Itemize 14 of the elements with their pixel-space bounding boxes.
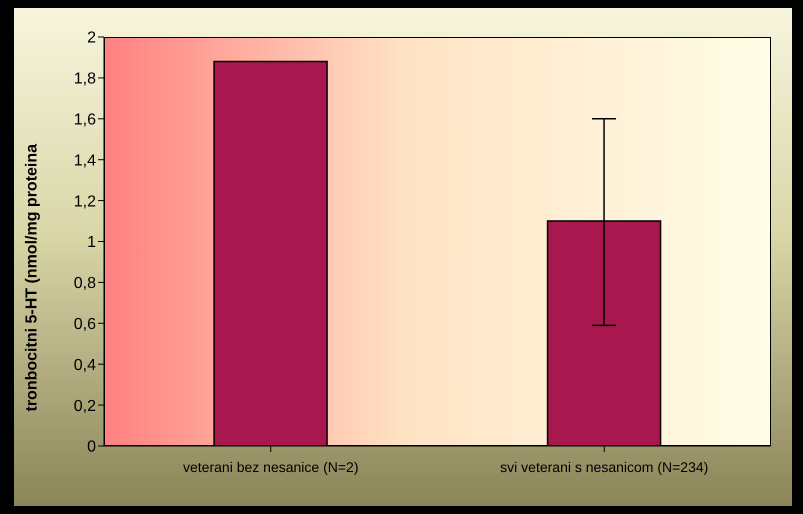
y-tick-label: 0,6 (74, 316, 96, 333)
y-tick-label: 0,8 (74, 275, 96, 292)
x-tick-label: veterani bez nesanice (N=2) (183, 458, 358, 475)
y-axis-title: tronbocitni 5-HT (nmol/mg proteina (24, 144, 41, 412)
y-tick-label: 0 (87, 438, 96, 456)
x-tick-label: svi veterani s nesanicom (N=234) (500, 458, 708, 475)
y-tick-label: 1,2 (74, 193, 96, 210)
y-tick-label: 0,2 (74, 398, 96, 415)
y-tick-label: 1,4 (74, 152, 96, 170)
y-tick-label: 0,4 (74, 356, 96, 374)
y-tick-label: 2 (87, 30, 96, 47)
y-tick-label: 1 (87, 234, 96, 252)
y-tick-label: 1,6 (74, 111, 96, 128)
y-tick-label: 1,8 (74, 70, 96, 88)
